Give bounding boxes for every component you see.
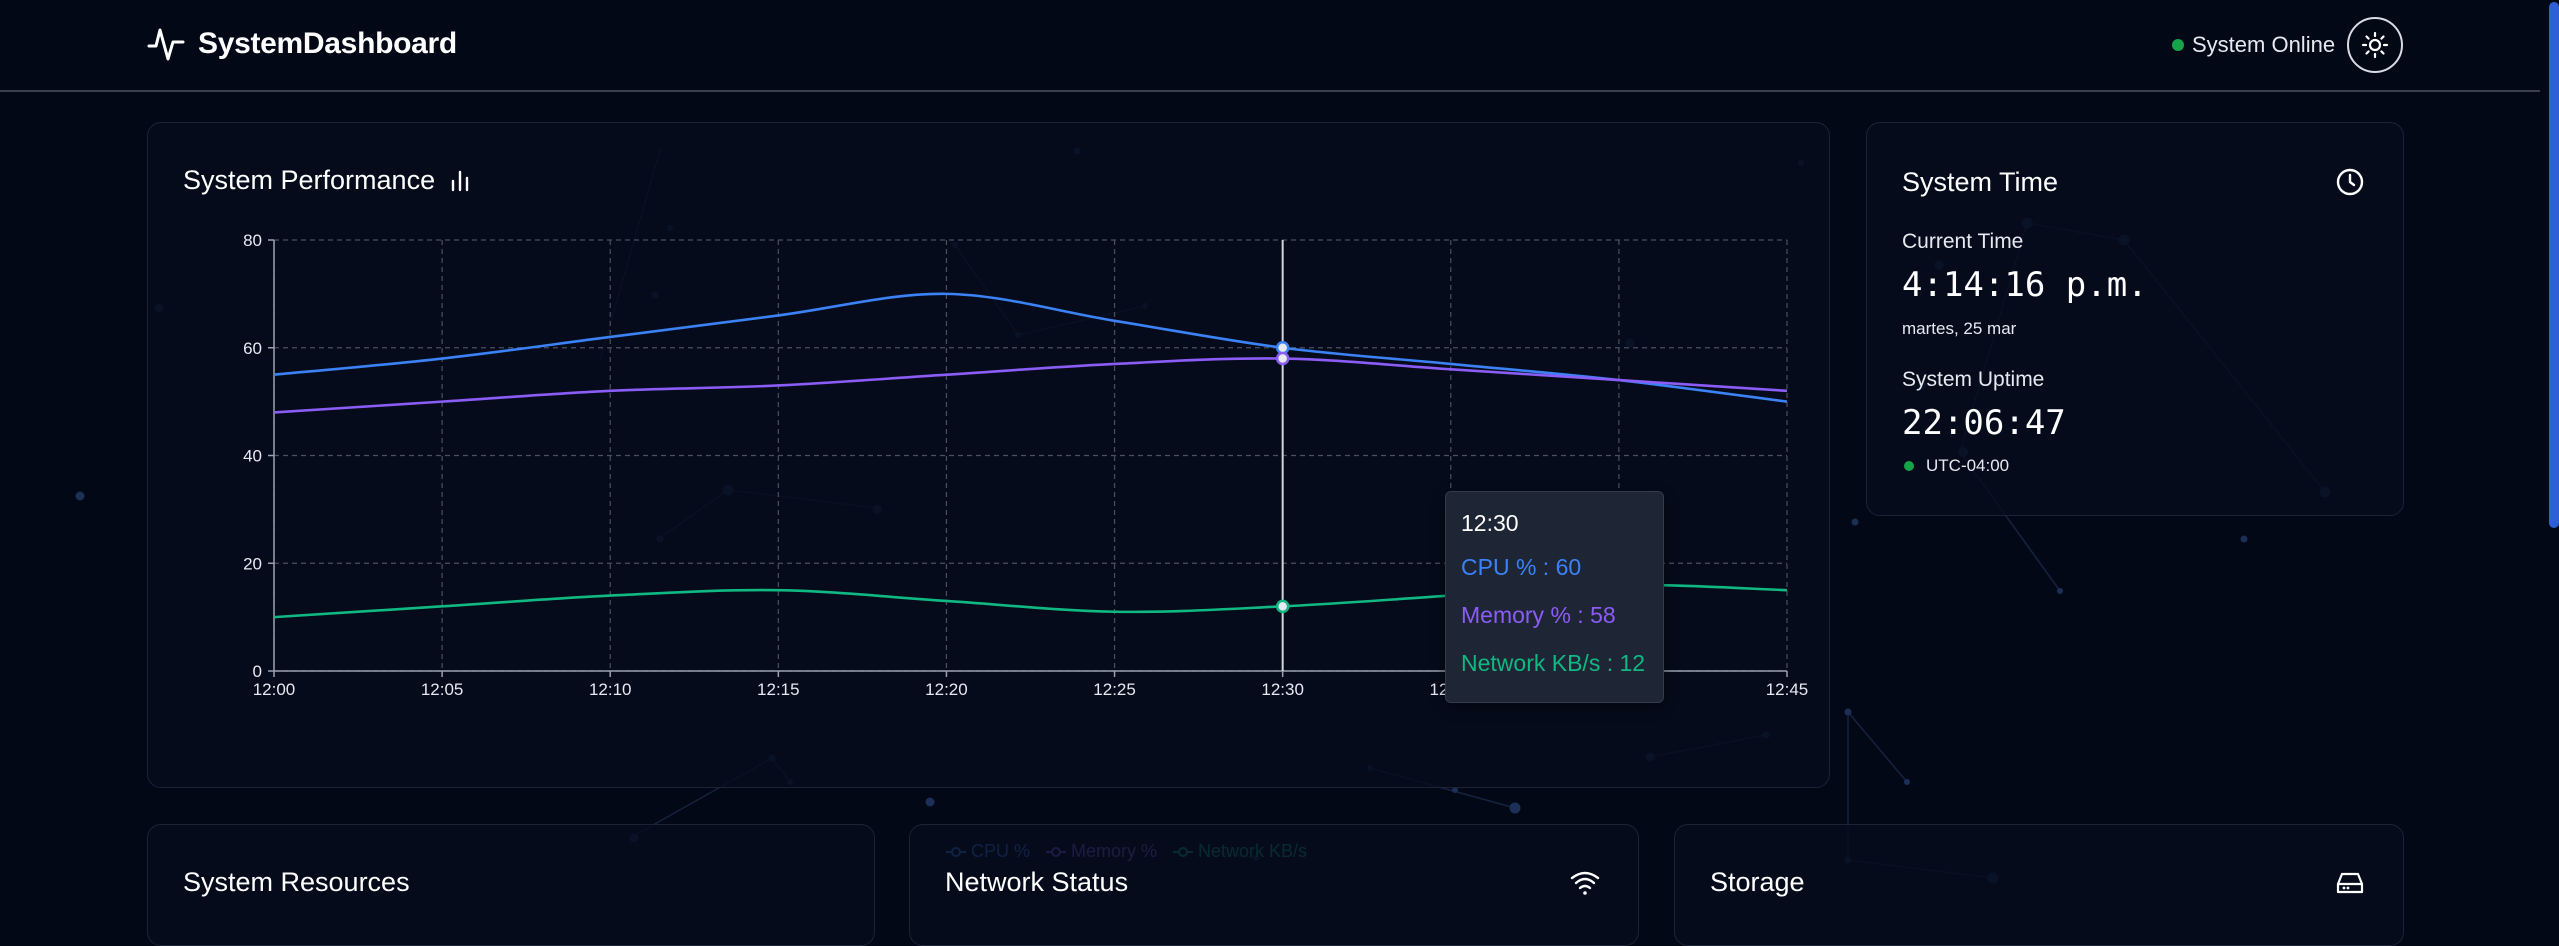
brand-name: SystemDashboard — [198, 27, 457, 60]
system-resources-title: System Resources — [183, 867, 410, 897]
uptime-label: System Uptime — [1902, 368, 2045, 391]
x-tick-label: 12:10 — [589, 680, 632, 699]
y-tick-label: 80 — [243, 231, 262, 250]
tooltip-time: 12:30 — [1461, 510, 1519, 536]
y-tick-label: 20 — [243, 554, 262, 573]
performance-card: System Performance 0 20 40 60 80 12:00 12:05 12… — [147, 122, 1830, 861]
tooltip-cpu: CPU % : 60 — [1461, 554, 1582, 580]
y-tick-label: 60 — [243, 339, 262, 358]
performance-title: System Performance — [183, 165, 436, 195]
network-status-title: Network Status — [945, 867, 1129, 897]
tooltip-network: Network KB/s : 12 — [1461, 650, 1646, 676]
clock-icon — [2336, 168, 2364, 196]
system-resources-card: System Resources — [147, 824, 875, 946]
system-time-card: System Time Current Time 4:14:16 p.m. ma… — [1866, 122, 2404, 516]
timezone-text: UTC-04:00 — [1926, 456, 2010, 475]
status-dot-icon — [2172, 39, 2184, 51]
series-line-cpu — [273, 292, 1788, 403]
theme-toggle-button[interactable] — [2347, 17, 2403, 73]
wifi-icon — [1570, 871, 1600, 895]
x-tick-label: 12:05 — [421, 680, 464, 699]
timezone-dot-icon — [1904, 461, 1914, 471]
status-text: System Online — [2192, 32, 2336, 57]
performance-header: System Performance — [183, 165, 471, 196]
brand[interactable]: SystemDashboard — [146, 24, 457, 64]
active-point-cpu — [1275, 341, 1290, 355]
y-tick-label: 40 — [243, 447, 262, 466]
series-line-memory — [273, 357, 1788, 414]
x-tick-label: 12:15 — [757, 680, 800, 699]
x-tick-label: 12:30 — [1261, 680, 1304, 699]
x-tick-label: 12:25 — [1093, 680, 1136, 699]
x-tick-label: 12:45 — [1766, 680, 1809, 699]
system-status: System Online — [2172, 32, 2335, 58]
uptime-value: 22:06:47 — [1902, 403, 2066, 443]
hard-drive-icon — [2336, 872, 2364, 894]
chart-tooltip: 12:30 CPU % : 60 Memory % : 58 Network K… — [1445, 491, 1664, 703]
current-date: martes, 25 mar — [1902, 319, 2017, 338]
sun-icon — [2361, 31, 2389, 59]
storage-card: Storage — [1674, 824, 2404, 946]
active-point-memory — [1275, 351, 1290, 366]
active-point-network-kb-s — [1275, 599, 1290, 614]
current-time-value: 4:14:16 p.m. — [1902, 265, 2148, 305]
network-status-card: Network Status — [909, 824, 1639, 946]
y-tick-label: 0 — [253, 662, 262, 681]
system-time-title: System Time — [1902, 167, 2059, 197]
top-header: SystemDashboard System Online — [0, 0, 2540, 92]
storage-title: Storage — [1710, 867, 1805, 897]
current-time-label: Current Time — [1902, 230, 2024, 253]
timezone-row: UTC-04:00 — [1904, 456, 2009, 476]
x-tick-label: 12:00 — [253, 680, 296, 699]
scrollbar-thumb[interactable] — [2549, 2, 2559, 528]
tooltip-memory: Memory % : 58 — [1461, 602, 1616, 628]
bar-chart-icon — [451, 170, 469, 191]
activity-icon — [147, 28, 185, 61]
x-tick-label: 12:20 — [925, 680, 968, 699]
